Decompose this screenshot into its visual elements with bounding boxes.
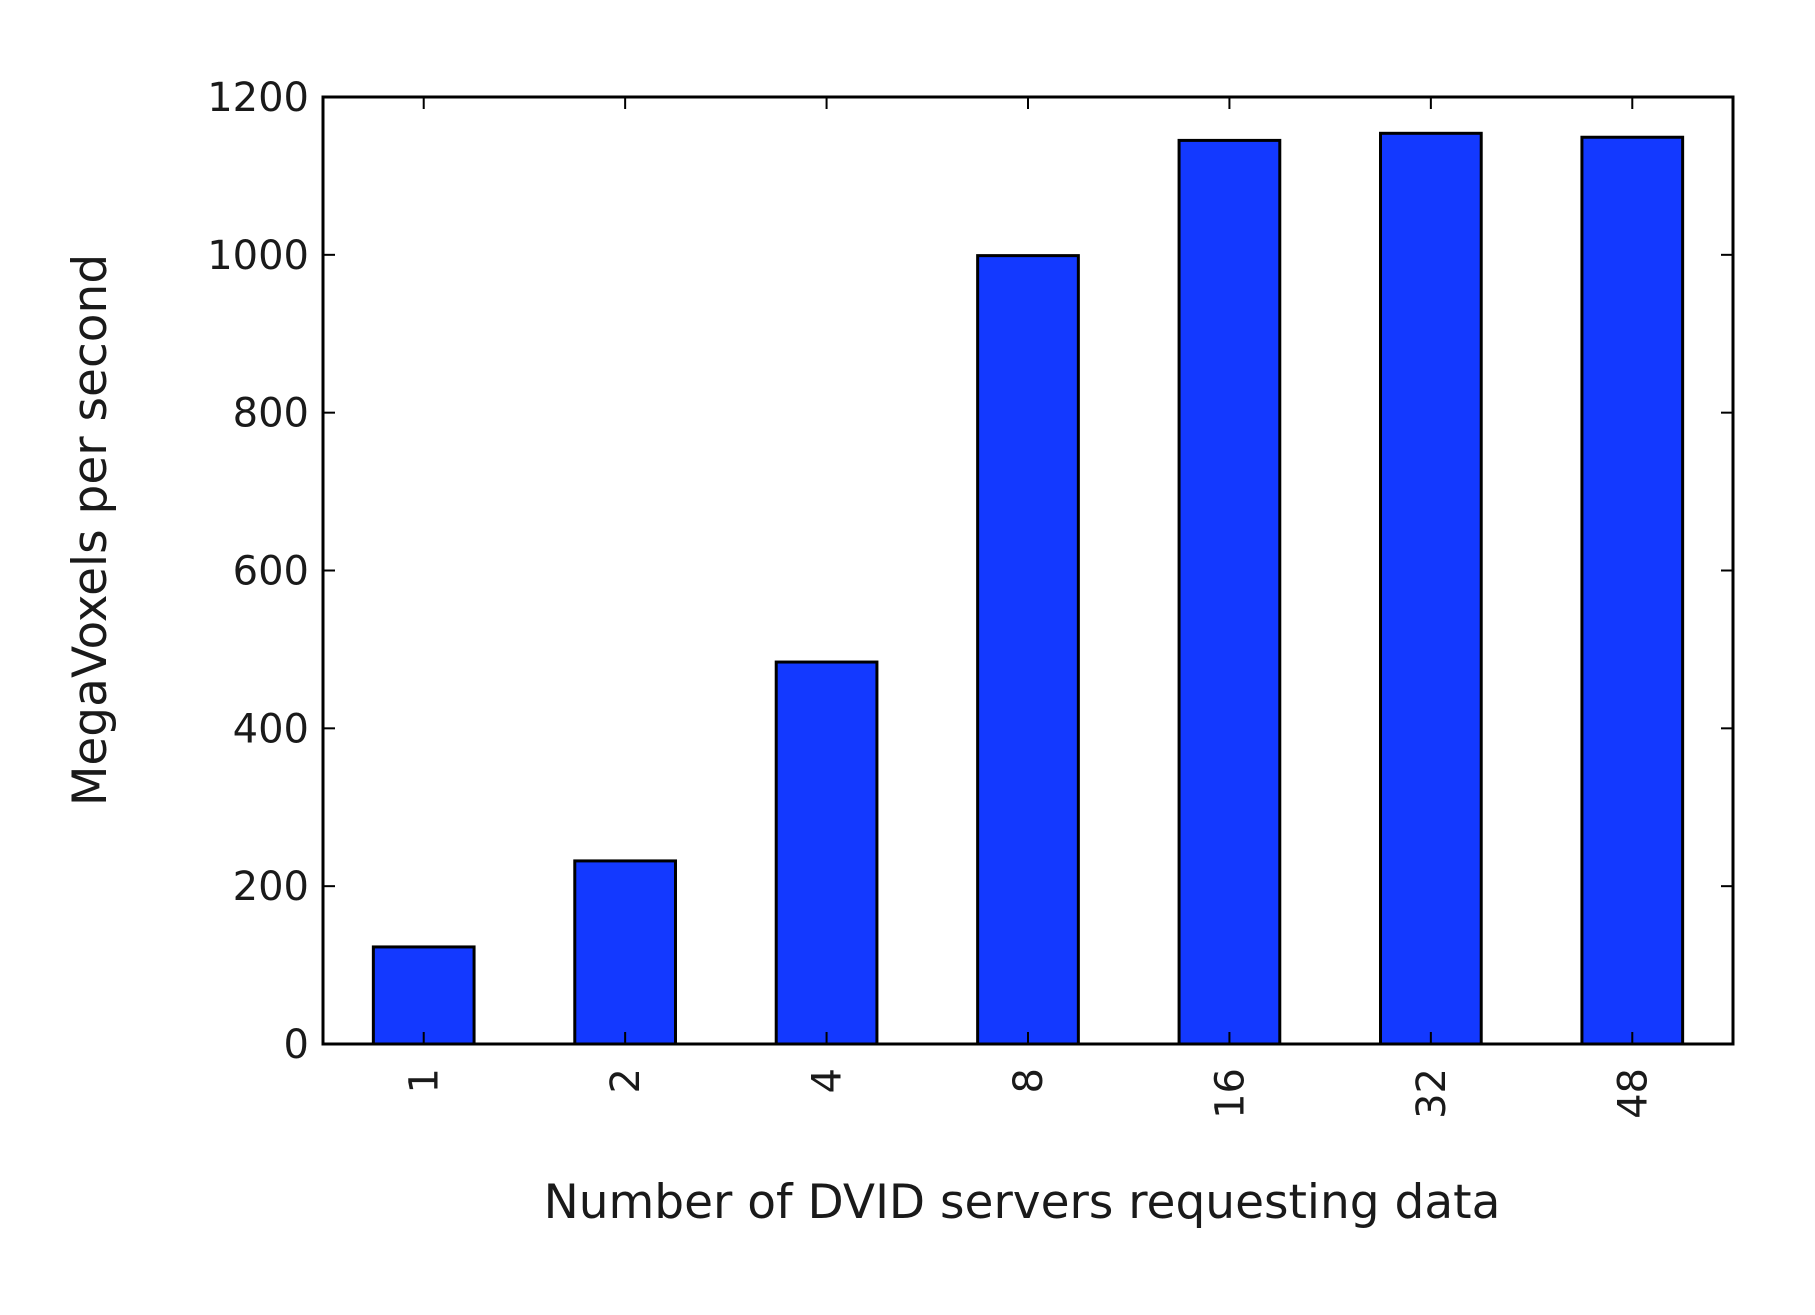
bar-4 — [774, 660, 879, 1046]
x-axis-title: Number of DVID servers requesting data — [544, 1175, 1501, 1230]
bar-2 — [573, 859, 677, 1046]
y-tick-label: 800 — [233, 391, 309, 437]
y-tick-label: 1000 — [207, 233, 309, 279]
x-tick-labels: 1 2 4 8 16 32 48 — [402, 1068, 1657, 1119]
bar-32 — [1379, 131, 1483, 1046]
y-axis-title: MegaVoxels per second — [63, 254, 118, 806]
bars-layer — [371, 131, 1685, 1046]
y-tick-label: 200 — [233, 864, 309, 910]
x-tick-label: 48 — [1610, 1068, 1656, 1119]
bar-48 — [1580, 135, 1685, 1046]
x-tick-label: 2 — [603, 1068, 649, 1093]
y-tick-label: 400 — [233, 706, 309, 752]
y-tick-label: 1200 — [207, 75, 309, 121]
bar-8 — [976, 254, 1080, 1046]
y-tick-labels: 0 200 400 600 800 1000 1200 — [207, 75, 309, 1068]
x-tick-label: 4 — [805, 1068, 851, 1093]
x-tick-label: 16 — [1207, 1068, 1253, 1119]
y-tick-label: 600 — [233, 549, 309, 595]
x-tick-label: 1 — [402, 1068, 448, 1093]
x-tick-label: 32 — [1409, 1068, 1455, 1119]
ticks-layer — [323, 96, 1733, 1045]
bar-16 — [1177, 138, 1282, 1046]
y-tick-label: 0 — [284, 1022, 309, 1068]
bar-1 — [371, 945, 476, 1046]
x-tick-label: 8 — [1006, 1068, 1052, 1093]
